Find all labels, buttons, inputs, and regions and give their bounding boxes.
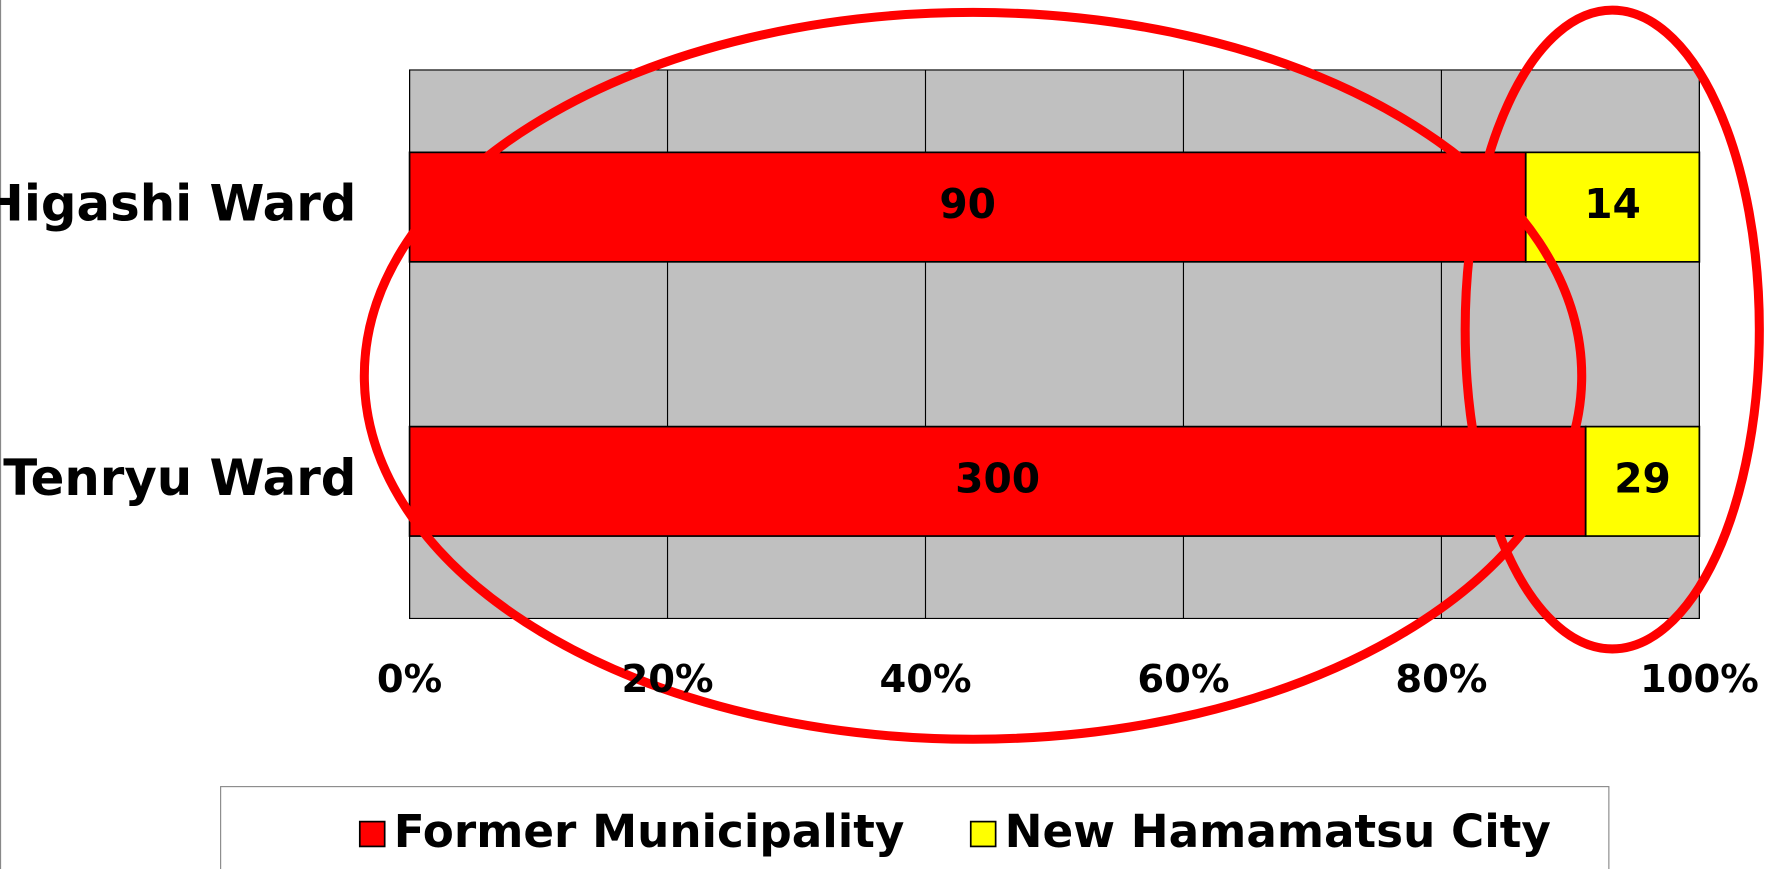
legend-swatch (358, 820, 386, 848)
value-label: 90 (939, 180, 996, 228)
x-tick-label: 100% (1640, 657, 1759, 702)
legend-label: Former Municipality (394, 805, 905, 858)
bar-segment (408, 151, 1527, 263)
legend-label: New Hamamatsu City (1005, 805, 1551, 858)
legend-swatch (969, 820, 997, 848)
legend-box (220, 786, 1610, 869)
category-label: Higashi Ward (0, 175, 356, 233)
bar-segment (1524, 151, 1701, 263)
value-label: 300 (955, 454, 1040, 502)
annotation-ellipse (1460, 5, 1764, 654)
bar-segment (1584, 425, 1701, 537)
x-tick-label: 60% (1137, 657, 1229, 702)
value-label: 14 (1584, 180, 1641, 228)
x-tick-label: 0% (377, 657, 442, 702)
x-tick-label: 40% (879, 657, 971, 702)
value-label: 29 (1614, 454, 1671, 502)
x-tick-label: 20% (622, 657, 714, 702)
bar-segment (408, 425, 1587, 537)
marks (408, 69, 1701, 619)
annotation-ellipse (359, 7, 1587, 744)
category-label: Tenryu Ward (3, 449, 356, 507)
x-tick-label: 80% (1395, 657, 1487, 702)
